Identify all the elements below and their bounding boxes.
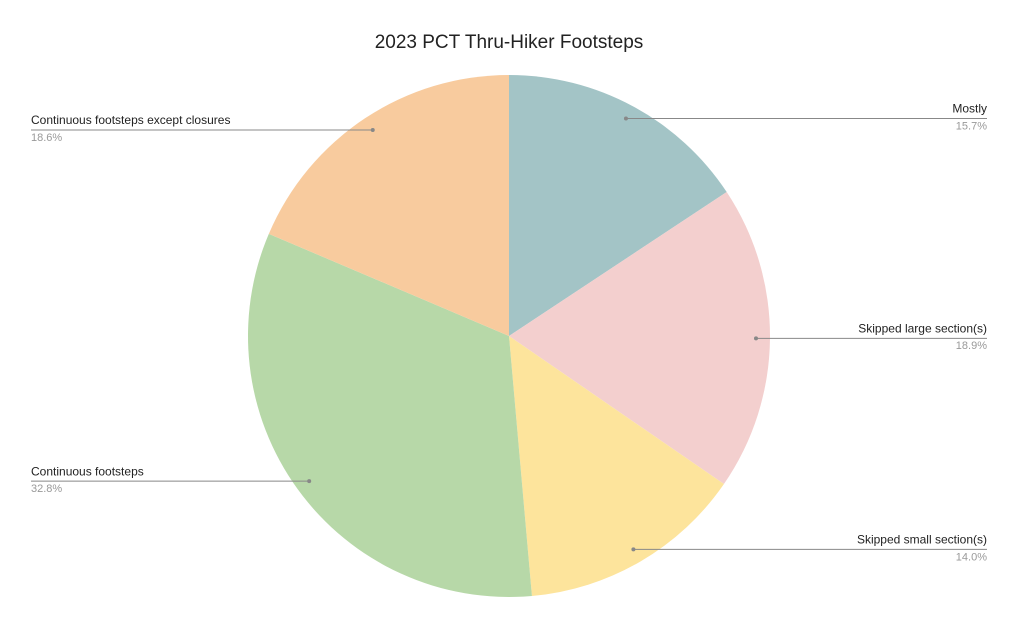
leader-dot: [307, 479, 312, 484]
pie-slice: [509, 192, 770, 485]
slice-value: 32.8%: [31, 483, 62, 495]
slice-value: 18.6%: [31, 132, 62, 144]
slice-label: Skipped small section(s): [857, 533, 987, 547]
slice-value: 18.9%: [956, 340, 987, 352]
pie-slice: [509, 336, 724, 596]
slice-label: Continuous footsteps except closures: [31, 113, 230, 127]
pie-slice: [509, 75, 727, 336]
slice-value: 15.7%: [956, 120, 987, 132]
leader-dot: [370, 127, 375, 132]
slice-value: 14.0%: [956, 551, 987, 563]
slice-label: Continuous footsteps: [31, 464, 144, 478]
leader-dot: [753, 336, 758, 341]
leader-dot: [631, 547, 636, 552]
slice-label: Mostly: [952, 102, 987, 116]
chart-title: 2023 PCT Thru-Hiker Footsteps: [375, 32, 644, 53]
pie-slice: [248, 233, 532, 597]
leader-dot: [623, 116, 628, 121]
slice-label: Skipped large section(s): [858, 321, 987, 335]
pie-slice: [268, 75, 509, 336]
